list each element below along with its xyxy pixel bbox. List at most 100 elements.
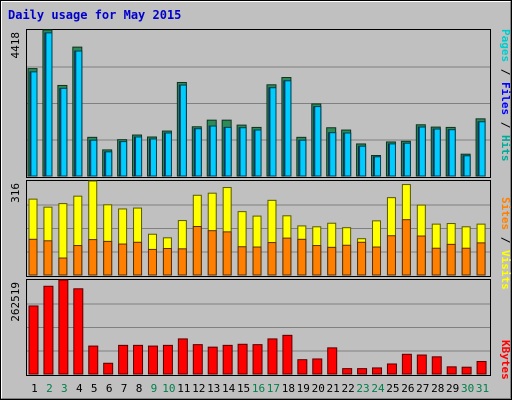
bar-sites-day-23 xyxy=(357,241,367,276)
bar-pages-day-7 xyxy=(120,141,128,177)
bar-sites-day-12 xyxy=(192,226,202,276)
legend-sep-1: / xyxy=(499,69,512,76)
bar-kbytes-day-31 xyxy=(476,360,487,375)
x-tick-label-15: 15 xyxy=(237,382,250,395)
bar-pages-day-16 xyxy=(254,129,262,177)
x-tick-label-20: 20 xyxy=(312,382,325,395)
x-tick-label-23: 23 xyxy=(356,382,369,395)
ymax-label-bottom: 262519 xyxy=(9,282,22,322)
bar-kbytes-day-4 xyxy=(73,288,84,375)
bar-sites-day-4 xyxy=(73,245,83,276)
bar-sites-day-10 xyxy=(162,248,172,276)
bar-kbytes-day-10 xyxy=(162,344,173,375)
bar-kbytes-day-5 xyxy=(88,345,99,375)
x-tick-label-18: 18 xyxy=(282,382,295,395)
bar-pages-day-19 xyxy=(299,139,307,177)
bar-sites-day-28 xyxy=(431,247,441,276)
legend-top: Pages / Files / Hits xyxy=(499,29,512,162)
bar-kbytes-day-27 xyxy=(416,354,427,375)
bar-pages-day-13 xyxy=(209,125,217,177)
x-tick-label-29: 29 xyxy=(446,382,459,395)
legend-hits: Hits xyxy=(499,135,512,162)
bar-pages-day-28 xyxy=(433,128,441,177)
x-tick-label-30: 30 xyxy=(461,382,474,395)
bar-sites-day-19 xyxy=(297,238,307,276)
bar-pages-day-25 xyxy=(388,143,396,177)
x-tick-label-26: 26 xyxy=(401,382,414,395)
legend-bottom: KBytes xyxy=(499,340,512,380)
bar-kbytes-day-1 xyxy=(28,305,39,375)
bar-kbytes-day-19 xyxy=(297,359,308,375)
bar-kbytes-day-28 xyxy=(431,356,442,375)
bar-kbytes-day-11 xyxy=(177,338,188,375)
bar-pages-day-14 xyxy=(224,126,232,177)
bar-pages-day-23 xyxy=(359,145,367,177)
x-tick-label-12: 12 xyxy=(192,382,205,395)
bar-pages-day-30 xyxy=(463,155,471,177)
bar-sites-day-8 xyxy=(133,241,143,276)
bar-kbytes-day-23 xyxy=(357,368,368,375)
bar-pages-day-24 xyxy=(374,156,382,177)
bar-kbytes-day-14 xyxy=(222,344,233,375)
bar-sites-day-18 xyxy=(282,237,292,276)
legend-sites: Sites xyxy=(499,197,512,230)
chart-bevel-dark xyxy=(1,1,511,399)
bar-sites-day-16 xyxy=(252,246,262,276)
bar-kbytes-day-16 xyxy=(252,344,263,375)
x-tick-label-31: 31 xyxy=(476,382,489,395)
bar-sites-day-26 xyxy=(401,219,411,276)
bar-sites-day-9 xyxy=(147,248,157,276)
legend-files: Files xyxy=(499,82,512,115)
x-tick-label-28: 28 xyxy=(431,382,444,395)
bar-kbytes-day-17 xyxy=(267,338,278,375)
bar-sites-day-30 xyxy=(461,247,471,276)
x-tick-labels: 1 2 3 4 5 6 7 8 9 10 11 12 13 14 15 16 17 18 19 20 21 22 23 24 2… xyxy=(31,382,489,395)
bar-kbytes-day-24 xyxy=(372,367,383,375)
bar-sites-day-6 xyxy=(103,240,113,276)
legend-middle: Sites / Visits xyxy=(499,197,512,290)
bar-sites-day-25 xyxy=(386,235,396,276)
bar-pages-day-3 xyxy=(60,87,68,177)
bar-pages-day-21 xyxy=(329,132,337,177)
bar-sites-day-20 xyxy=(312,245,322,276)
x-tick-label-25: 25 xyxy=(386,382,399,395)
legend-kbytes: KBytes xyxy=(499,340,512,380)
bar-sites-day-22 xyxy=(342,244,352,276)
bar-sites-day-13 xyxy=(207,230,217,276)
bar-kbytes-day-18 xyxy=(282,334,293,375)
x-tick-label-6: 6 xyxy=(106,382,113,395)
bar-pages-day-4 xyxy=(75,50,83,177)
bar-kbytes-day-20 xyxy=(312,358,323,375)
chart-title: Daily usage for May 2015 xyxy=(8,8,181,22)
bar-pages-day-15 xyxy=(239,127,247,177)
legend-sep-3: / xyxy=(499,237,512,244)
x-tick-label-2: 2 xyxy=(46,382,53,395)
bar-kbytes-day-25 xyxy=(386,363,397,375)
legend-visits: Visits xyxy=(499,250,512,290)
bar-sites-day-15 xyxy=(237,246,247,276)
bar-kbytes-day-30 xyxy=(461,366,472,375)
bar-sites-day-21 xyxy=(327,246,337,276)
bar-pages-day-27 xyxy=(418,126,426,177)
x-tick-label-19: 19 xyxy=(297,382,310,395)
bar-sites-day-29 xyxy=(446,243,456,276)
bar-kbytes-day-15 xyxy=(237,343,248,375)
bar-marks xyxy=(27,29,487,375)
x-tick-label-10: 10 xyxy=(162,382,175,395)
ymax-label-top: 4418 xyxy=(9,32,22,59)
x-tick-label-21: 21 xyxy=(327,382,340,395)
bar-kbytes-day-3 xyxy=(58,279,69,375)
bar-pages-day-2 xyxy=(45,32,53,177)
bar-pages-day-29 xyxy=(448,129,456,177)
x-tick-label-14: 14 xyxy=(222,382,236,395)
bar-pages-day-11 xyxy=(179,84,187,177)
bar-pages-day-6 xyxy=(105,151,113,177)
bar-pages-day-31 xyxy=(478,121,486,177)
legend-pages: Pages xyxy=(499,29,512,62)
x-tick-label-22: 22 xyxy=(341,382,354,395)
bar-pages-day-20 xyxy=(314,106,322,177)
bar-pages-day-8 xyxy=(135,136,143,177)
x-tick-label-17: 17 xyxy=(267,382,280,395)
x-tick-label-27: 27 xyxy=(416,382,429,395)
